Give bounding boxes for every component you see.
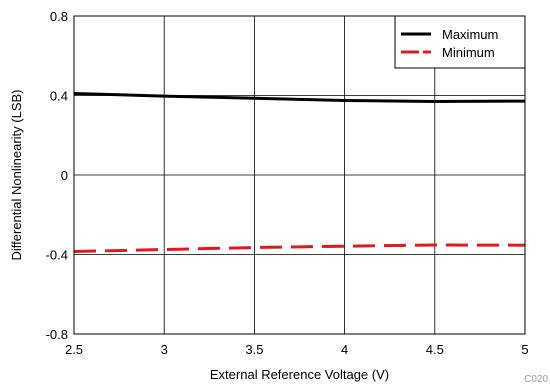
plot-frame (73, 15, 526, 335)
x-tick-label: 2.5 (65, 342, 83, 357)
y-tick-label: 0 (61, 168, 68, 183)
legend-label-maximum: Maximum (442, 27, 498, 42)
series-layer (73, 92, 526, 253)
figure-code: C020 (524, 374, 548, 385)
series-line-maximum (73, 92, 526, 103)
x-tick-label: 4 (341, 342, 348, 357)
series-line-minimum (73, 243, 526, 253)
y-tick-label: 0.8 (50, 9, 68, 24)
legend-box (394, 15, 526, 69)
y-tick-label: 0.4 (50, 89, 68, 104)
x-tick-label: 5 (521, 342, 528, 357)
x-tick-label: 4.5 (426, 342, 444, 357)
x-tick-label: 3 (161, 342, 168, 357)
x-axis-title: External Reference Voltage (V) (210, 367, 389, 382)
y-tick-label: -0.8 (46, 327, 68, 342)
x-tick-label: 3.5 (245, 342, 263, 357)
y-axis-title: Differential Nonlinearity (LSB) (9, 90, 24, 261)
legend: Maximum Minimum (394, 15, 526, 69)
legend-label-minimum: Minimum (442, 45, 495, 60)
tick-labels: 2.5 3 3.5 4 4.5 5 0.8 0.4 0 -0.4 -0.8 (46, 9, 529, 357)
y-tick-label: -0.4 (46, 248, 68, 263)
